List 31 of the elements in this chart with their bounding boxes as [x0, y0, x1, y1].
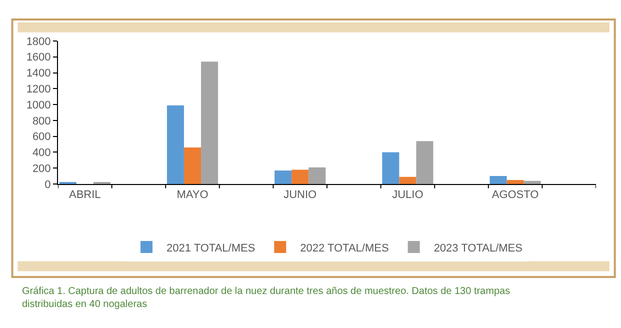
text: Gráfica 1. Captura de adultos de barrenador de la nuez durante tres años de muestreo. Datos de 130 trampas distribuidas en 40 nogaleras [22, 286, 510, 310]
bar [292, 170, 309, 184]
bar [382, 152, 400, 184]
y-tick-label: 400 [32, 147, 51, 160]
y-tick-label: 1400 [26, 68, 51, 80]
y-tick-label: 1200 [26, 84, 51, 96]
y-tick-label: 0 [44, 178, 51, 191]
bar [166, 105, 184, 184]
y-tick-label: 1800 [26, 36, 51, 48]
bar [308, 167, 326, 184]
x-tick-label: ABRIL [69, 189, 101, 202]
y-tick-label: 200 [32, 162, 51, 175]
x-tick-label: JUNIO [284, 189, 318, 202]
x-tick-label: AGOSTO [492, 189, 540, 202]
bar [416, 141, 434, 184]
y-tick-label: 800 [32, 115, 51, 128]
y-tick-label: 1600 [26, 52, 51, 64]
bar [201, 62, 218, 184]
bar [524, 180, 541, 184]
bar [506, 180, 524, 184]
legend-label: 2023 TOTAL/MES [434, 242, 522, 254]
legend-label: 2022 TOTAL/MES [300, 242, 389, 254]
bar [184, 147, 202, 184]
y-tick-label: 1000 [26, 99, 51, 112]
x-tick-label: MAYO [176, 189, 209, 202]
y-tick-label: 600 [32, 131, 51, 144]
bar [274, 170, 292, 184]
bar [399, 176, 416, 184]
x-tick-label: JULIO [392, 189, 424, 202]
bar [490, 176, 507, 184]
legend-label: 2021 TOTAL/MES [166, 242, 256, 254]
